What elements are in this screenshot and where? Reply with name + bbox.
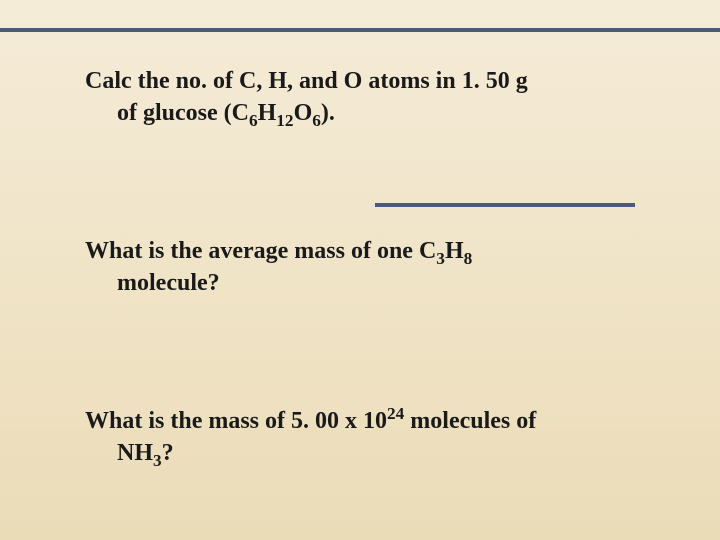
- q3-sup1: 24: [387, 404, 404, 423]
- top-divider: [0, 28, 720, 32]
- q3-pre: What is the mass of 5. 00 x 10: [85, 408, 387, 434]
- q2-line2: molecule?: [85, 267, 650, 299]
- q1-mid1: H: [258, 100, 277, 126]
- q2-line1: What is the average mass of one C3H8: [85, 238, 472, 264]
- q2-mid1: H: [445, 238, 464, 264]
- q1-sub2: 12: [276, 111, 293, 130]
- q1-line1: Calc the no. of C, H, and O atoms in 1. …: [85, 68, 528, 94]
- q2-sub2: 8: [464, 249, 473, 268]
- q3-l2pre: NH: [117, 440, 153, 466]
- q3-line1: What is the mass of 5. 00 x 1024 molecul…: [85, 408, 536, 434]
- q2-sub1: 3: [436, 249, 445, 268]
- q1-formula-pre: of glucose (C: [117, 100, 249, 126]
- question-3: What is the mass of 5. 00 x 1024 molecul…: [85, 405, 650, 470]
- question-1: Calc the no. of C, H, and O atoms in 1. …: [85, 65, 650, 130]
- q1-sub3: 6: [312, 111, 321, 130]
- q1-line2: of glucose (C6H12O6).: [85, 97, 650, 129]
- q3-post1: molecules of: [404, 408, 536, 434]
- content-area: Calc the no. of C, H, and O atoms in 1. …: [85, 65, 650, 469]
- q2-pre: What is the average mass of one C: [85, 238, 436, 264]
- q3-line2: NH3?: [85, 437, 650, 469]
- q1-mid2: O: [294, 100, 313, 126]
- q3-sub1: 3: [153, 451, 162, 470]
- question-2: What is the average mass of one C3H8 mol…: [85, 235, 650, 300]
- q3-l2post: ?: [162, 440, 174, 466]
- q1-sub1: 6: [249, 111, 258, 130]
- q1-post: ).: [321, 100, 335, 126]
